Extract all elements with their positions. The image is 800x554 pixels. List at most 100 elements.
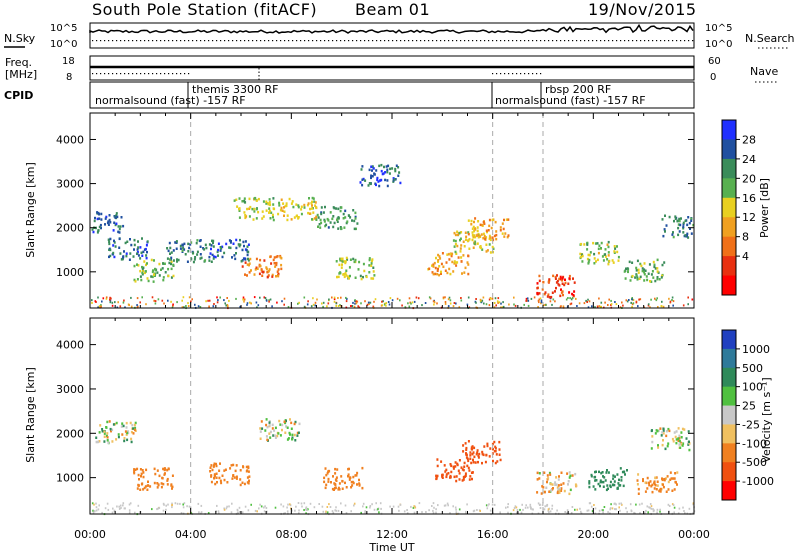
range-cell	[650, 505, 653, 508]
range-cell	[136, 487, 139, 490]
range-cell	[560, 489, 563, 492]
noise-search-dot	[320, 40, 322, 42]
range-cell	[561, 282, 564, 285]
range-cell	[436, 474, 439, 478]
range-cell	[147, 484, 150, 487]
range-cell	[264, 297, 267, 299]
range-cell	[586, 509, 589, 512]
range-cell	[635, 274, 638, 278]
range-cell	[338, 272, 341, 275]
range-cell	[232, 474, 235, 478]
range-cell	[98, 217, 101, 220]
range-cell	[467, 232, 470, 236]
range-cell	[671, 503, 674, 506]
nave-dot	[136, 73, 138, 75]
noise-search-dot	[328, 40, 330, 42]
range-cell	[241, 265, 244, 268]
range-cell	[192, 260, 195, 264]
range-cell	[257, 210, 260, 214]
range-cell	[235, 238, 238, 242]
range-cell	[481, 248, 484, 251]
range-cell	[486, 442, 489, 446]
noise-search-dot	[460, 40, 462, 42]
range-cell	[586, 242, 589, 245]
range-cell	[465, 446, 468, 450]
range-cell	[132, 432, 135, 435]
noise-search-dot	[376, 40, 378, 42]
range-cell	[473, 455, 476, 459]
noise-search-dot	[476, 40, 478, 42]
range-cell	[560, 471, 563, 474]
range-cell	[321, 505, 324, 508]
noise-search-dot	[276, 40, 278, 42]
range-cell	[554, 481, 557, 484]
range-cell	[290, 427, 293, 430]
range-cell	[486, 507, 489, 510]
range-cell	[164, 271, 167, 274]
range-cell	[675, 441, 678, 445]
range-cell	[481, 461, 483, 465]
range-cell	[682, 225, 685, 228]
noise-search-dot	[516, 40, 518, 42]
range-cell	[175, 241, 178, 244]
noise-search-dot	[348, 40, 350, 42]
range-cell	[682, 304, 685, 307]
range-cell	[572, 277, 574, 280]
range-cell	[406, 509, 408, 511]
range-cell	[354, 302, 356, 305]
nave-dot	[128, 73, 130, 75]
range-cell	[433, 506, 435, 509]
y-tick-label: 1000	[56, 472, 84, 485]
range-cell	[688, 442, 691, 445]
range-cell	[641, 269, 644, 273]
noise-search-dot	[316, 40, 318, 42]
range-cell	[266, 425, 269, 429]
range-cell	[488, 304, 491, 307]
noise-search-dot	[208, 40, 210, 42]
range-cell	[226, 304, 229, 306]
range-cell	[431, 505, 433, 507]
range-cell	[466, 457, 469, 461]
range-cell	[298, 301, 300, 304]
range-cell	[527, 304, 530, 307]
range-cell	[268, 198, 271, 201]
range-cell	[598, 297, 600, 300]
range-cell	[624, 473, 626, 476]
x-tick-label: 16:00	[477, 528, 509, 541]
range-cell	[501, 306, 504, 309]
range-cell	[263, 506, 265, 509]
noise-search-dot	[100, 40, 102, 42]
range-cell	[587, 262, 590, 265]
range-cell	[280, 263, 283, 267]
range-cell	[580, 242, 583, 246]
range-cell	[686, 223, 689, 227]
range-cell	[156, 482, 159, 485]
range-cell	[278, 419, 281, 423]
range-cell	[163, 262, 166, 265]
range-cell	[472, 451, 475, 454]
range-cell	[498, 301, 501, 304]
range-cell	[297, 431, 300, 434]
range-cell	[115, 212, 118, 215]
range-cell	[456, 233, 459, 236]
range-cell	[656, 511, 658, 514]
range-cell	[341, 487, 344, 490]
range-cell	[562, 293, 564, 297]
range-cell	[123, 437, 126, 440]
range-cell	[347, 467, 350, 471]
range-cell	[266, 275, 269, 279]
range-cell	[436, 458, 439, 461]
range-cell	[520, 511, 523, 514]
range-cell	[551, 507, 553, 510]
range-cell	[247, 250, 250, 254]
range-cell	[267, 203, 270, 206]
cpid-segment-label: normalsound (fast) -157 RF	[495, 94, 646, 107]
range-cell	[446, 271, 449, 275]
range-cell	[378, 164, 381, 168]
range-cell	[677, 226, 680, 230]
range-cell	[651, 429, 653, 432]
range-cell	[370, 264, 373, 267]
range-cell	[421, 511, 423, 514]
range-cell	[473, 509, 476, 512]
range-cell	[678, 219, 681, 223]
